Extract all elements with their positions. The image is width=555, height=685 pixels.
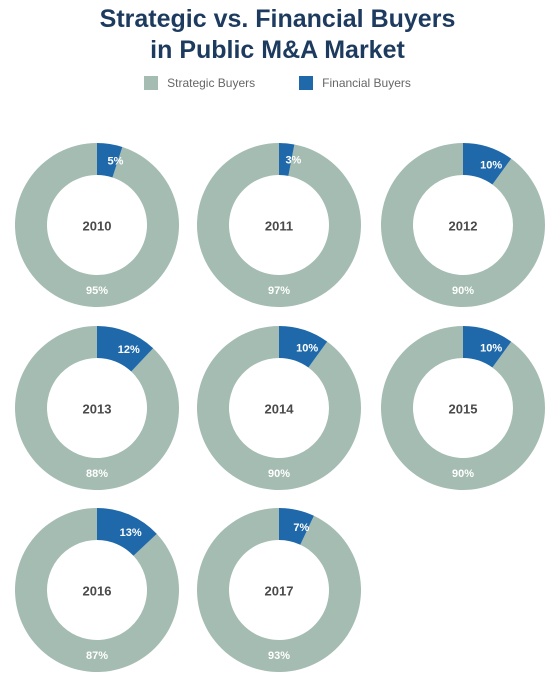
label-financial-2011: 3% (285, 155, 301, 167)
slice-strategic-2014 (196, 326, 361, 490)
slice-strategic-2017 (196, 508, 361, 673)
donut-2013: 12% 88% 2013 (14, 326, 179, 490)
legend-label-financial: Financial Buyers (322, 76, 411, 90)
label-financial-2016: 13% (120, 527, 142, 539)
donut-2012: 10% 90% 2012 (381, 143, 545, 307)
slice-financial-2016 (97, 508, 157, 556)
legend-swatch-financial (299, 76, 314, 90)
slice-financial-2010 (97, 143, 123, 178)
slice-financial-2011 (279, 143, 295, 176)
slice-financial-2017 (279, 508, 314, 545)
chart-legend: Strategic Buyers Financial Buyers (0, 76, 555, 90)
donut-2017: 7% 93% 2017 (196, 508, 361, 673)
label-year-2013: 2013 (83, 402, 112, 417)
label-strategic-2010: 95% (86, 285, 108, 297)
label-financial-2014: 10% (296, 342, 318, 354)
donut-2015: 10% 90% 2015 (381, 326, 545, 490)
slice-strategic-2016 (15, 508, 180, 672)
label-year-2016: 2016 (83, 584, 112, 599)
chart-title-line1: Strategic vs. Financial Buyers (99, 5, 456, 33)
slice-strategic-2015 (381, 326, 545, 490)
slice-financial-2012 (463, 143, 512, 185)
slice-financial-2013 (97, 326, 154, 372)
label-financial-2017: 7% (293, 522, 309, 534)
label-year-2010: 2010 (83, 219, 112, 234)
slice-strategic-2011 (196, 143, 361, 307)
label-year-2012: 2012 (449, 219, 478, 234)
legend-label-strategic: Strategic Buyers (167, 76, 256, 90)
legend-swatch-strategic (144, 76, 159, 90)
label-year-2014: 2014 (265, 402, 295, 417)
chart-title-line2: in Public M&A Market (150, 36, 405, 64)
label-strategic-2012: 90% (452, 285, 474, 297)
slice-financial-2015 (463, 326, 512, 368)
label-strategic-2017: 93% (268, 650, 290, 662)
label-strategic-2013: 88% (86, 468, 108, 480)
label-year-2011: 2011 (265, 219, 293, 234)
label-year-2017: 2017 (265, 584, 294, 599)
label-strategic-2015: 90% (452, 468, 474, 480)
legend-item-financial: Financial Buyers (299, 76, 411, 90)
label-financial-2015: 10% (480, 342, 502, 354)
label-financial-2010: 5% (107, 156, 123, 168)
slice-strategic-2010 (14, 143, 179, 308)
label-strategic-2016: 87% (86, 650, 108, 662)
donut-2016: 13% 87% 2016 (15, 508, 180, 672)
donut-2011: 3% 97% 2011 (196, 143, 361, 307)
label-financial-2013: 12% (118, 344, 140, 356)
chart-title: Strategic vs. Financial Buyers in Public… (0, 4, 555, 66)
slice-financial-2014 (279, 326, 328, 368)
label-strategic-2014: 90% (268, 468, 290, 480)
label-strategic-2011: 97% (268, 285, 290, 297)
label-year-2015: 2015 (449, 402, 478, 417)
label-financial-2012: 10% (480, 159, 502, 171)
slice-strategic-2012 (381, 143, 545, 307)
donut-2010: 5% 95% 2010 (14, 143, 179, 308)
slice-strategic-2013 (14, 326, 179, 490)
donut-2014: 10% 90% 2014 (196, 326, 361, 490)
legend-item-strategic: Strategic Buyers (144, 76, 255, 90)
